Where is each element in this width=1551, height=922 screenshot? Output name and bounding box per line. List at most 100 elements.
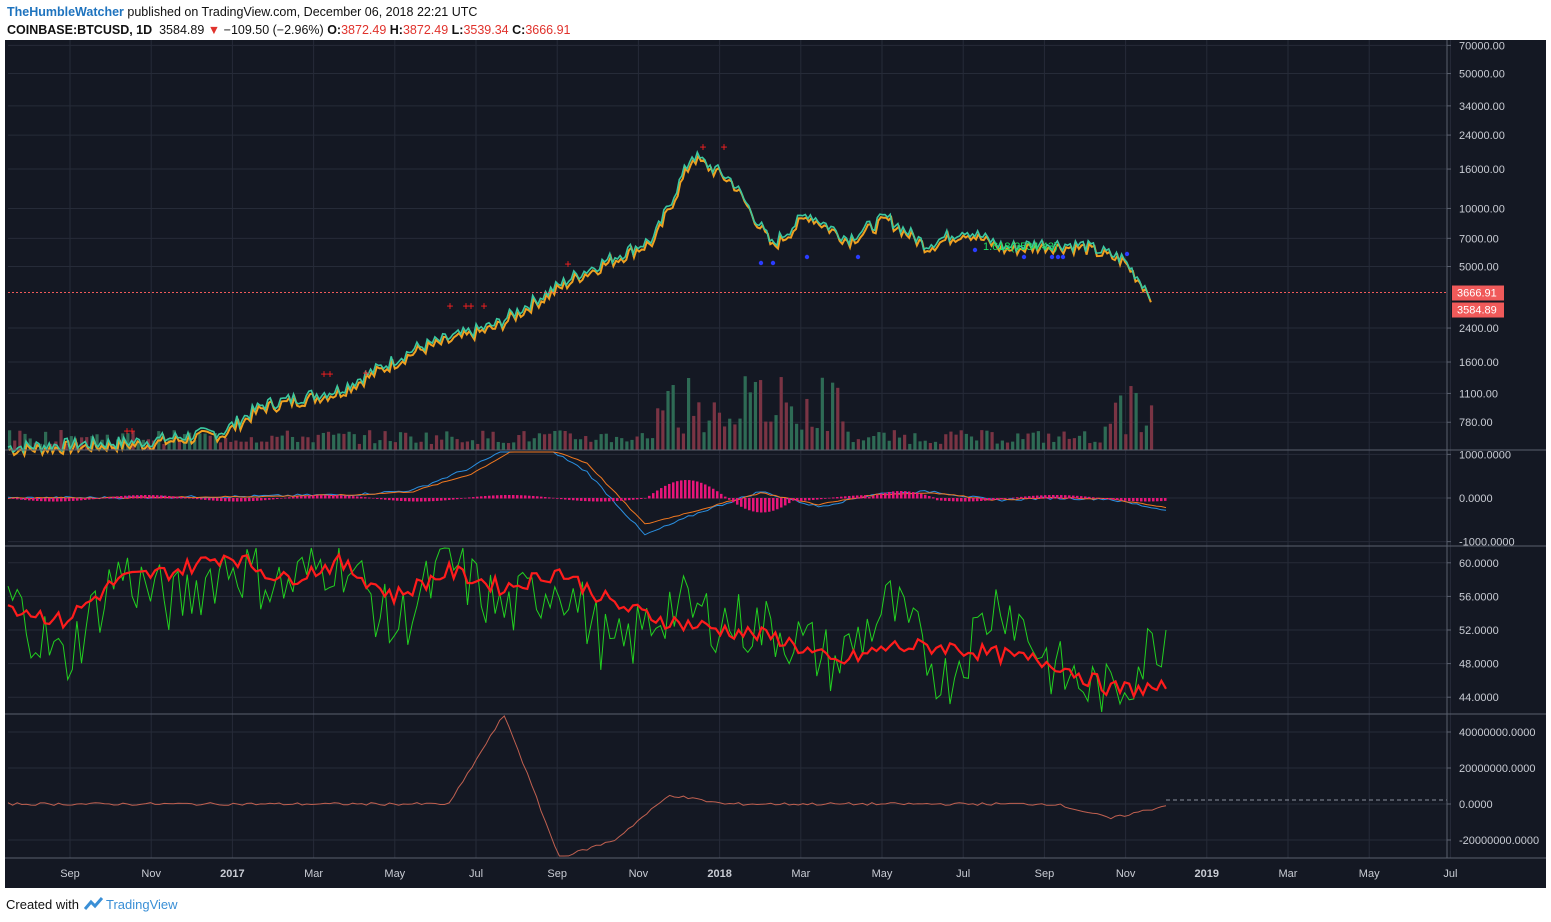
histogram-bar [584, 498, 587, 502]
volume-bar [975, 440, 979, 450]
histogram-bar [876, 494, 879, 499]
histogram-bar [768, 498, 771, 512]
volume-bar [604, 433, 608, 450]
buy-signal-icon [770, 260, 776, 266]
sell-signal-icon: + [564, 257, 571, 271]
histogram-bar [184, 497, 187, 499]
volume-bar [620, 438, 624, 450]
time-axis-label: Nov [141, 868, 161, 880]
histogram-bar [1016, 497, 1019, 499]
histogram-bar [220, 498, 223, 502]
histogram-bar [1036, 495, 1039, 499]
volume-bar [594, 439, 598, 450]
rsi-axis-label: 56.0000 [1459, 591, 1499, 603]
histogram-bar [80, 498, 83, 501]
histogram-bar [252, 498, 255, 502]
histogram-bar [1092, 497, 1095, 499]
volume-bar [1026, 433, 1030, 450]
volume-bar [1011, 441, 1015, 450]
volume-bar [846, 431, 850, 450]
histogram-bar [256, 498, 259, 501]
histogram-bar [524, 495, 527, 499]
histogram-bar [1068, 495, 1071, 499]
volume-bar [1041, 442, 1046, 450]
volume-bar [1057, 436, 1061, 450]
volume-bar [368, 430, 372, 450]
volume-bar [13, 440, 17, 450]
volume-bar [743, 376, 747, 450]
volume-bar [512, 442, 516, 450]
volume-bar [789, 406, 794, 450]
buy-signal-icon [1021, 254, 1027, 260]
volume-bar [522, 431, 526, 450]
volume-bar [136, 441, 140, 450]
histogram-bar [332, 495, 335, 499]
histogram-bar [16, 498, 19, 500]
chart-canvas[interactable]: ++++ ++ ++ +++ + 70000.0050000.0034000.00240… [0, 40, 1551, 888]
histogram-bar [900, 491, 903, 499]
price-axis[interactable]: 70000.00 50000.00 34000.00 24000.00 16000.00… [5, 40, 1546, 859]
histogram-bar [200, 498, 203, 500]
histogram-bar [372, 498, 375, 499]
histogram-bar [328, 495, 331, 499]
tradingview-brand[interactable]: TradingView [106, 897, 178, 912]
low-label: L: [451, 23, 464, 37]
histogram-bar [740, 498, 743, 507]
author-link[interactable]: TheHumbleWatcher [7, 5, 124, 19]
volume-bar [1144, 425, 1148, 450]
buy-signal-icon [855, 254, 861, 260]
volume-bar [933, 441, 938, 450]
histogram-bar [172, 496, 175, 499]
histogram-bar [136, 495, 139, 499]
symbol-name: COINBASE:BTCUSD, 1D [7, 23, 153, 37]
histogram-bar [36, 498, 39, 501]
histogram-bar [484, 495, 487, 499]
histogram-bar [260, 498, 263, 501]
histogram-bar [1028, 496, 1031, 499]
histogram-bar [508, 495, 511, 499]
volume-bar [800, 429, 804, 450]
histogram-bar [940, 498, 943, 501]
histogram-bar [660, 488, 663, 499]
histogram-bar [980, 498, 983, 501]
histogram-bar [1084, 496, 1087, 499]
histogram-bar [552, 497, 555, 499]
histogram-bar [788, 498, 791, 504]
volume-bar [892, 430, 896, 450]
histogram-bar [880, 493, 883, 499]
histogram-bar [44, 498, 47, 502]
time-axis[interactable]: Sep Nov 2017 Mar May Jul Sep Nov 2018 Mar May Jul Se… [60, 868, 1457, 880]
histogram-bar [996, 498, 999, 500]
volume-bar [1031, 432, 1035, 450]
histogram-bar [416, 498, 419, 502]
volume-bar [887, 440, 891, 450]
volume-bar [635, 436, 639, 450]
histogram-bar [544, 497, 547, 499]
histogram-bar [912, 492, 915, 499]
histogram-bar [404, 498, 407, 502]
created-with-label: Created with [6, 897, 79, 912]
histogram-bar [412, 498, 415, 502]
histogram-bar [756, 498, 759, 513]
histogram-bar [672, 482, 675, 499]
sell-signal-icon: + [320, 367, 327, 381]
histogram-bar [196, 498, 199, 500]
volume-bar [728, 418, 732, 450]
volume-bar [347, 431, 351, 450]
histogram-bar [728, 498, 731, 500]
histogram-bar [356, 496, 359, 499]
volume-bar [820, 377, 824, 450]
histogram-bar [920, 493, 923, 499]
histogram-bar [692, 480, 695, 499]
histogram-bar [132, 495, 135, 499]
volume-bar [424, 432, 428, 450]
histogram-bar [616, 498, 619, 502]
histogram-bar [164, 495, 167, 499]
volume-bar [733, 424, 737, 450]
macd-axis-label: 1000.0000 [1459, 449, 1511, 461]
histogram-bar [88, 498, 91, 500]
chart-background [5, 40, 1546, 888]
histogram-bar [836, 497, 839, 499]
histogram-bar [628, 498, 631, 501]
histogram-bar [620, 498, 623, 501]
